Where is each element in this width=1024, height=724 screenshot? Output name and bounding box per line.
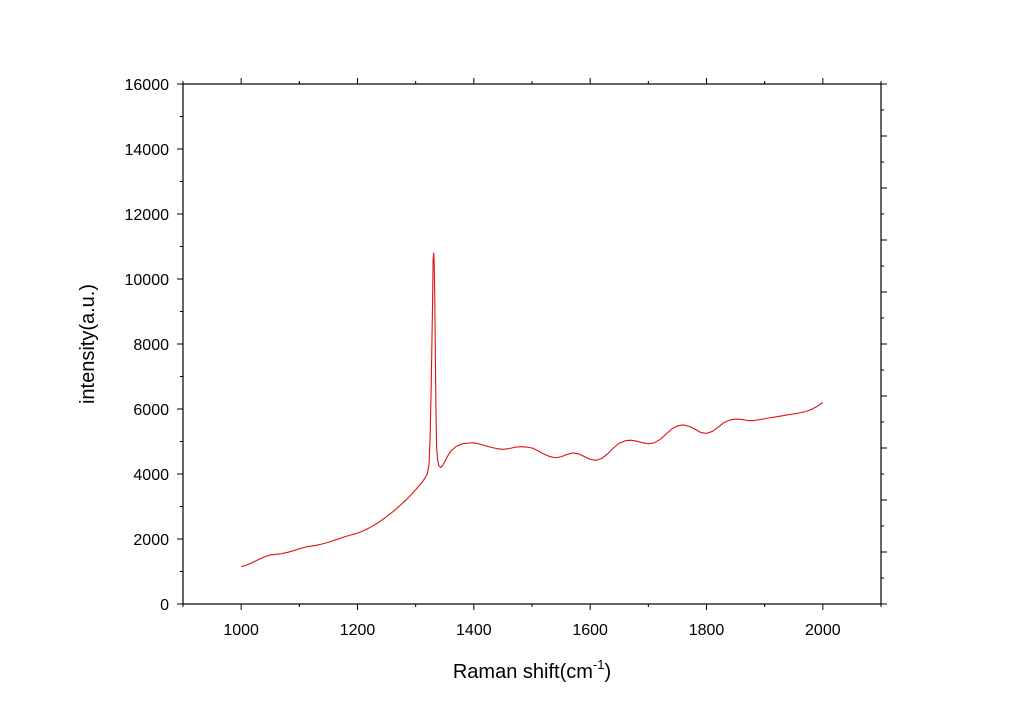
x-tick-label: 1400: [456, 622, 492, 639]
y-tick-label: 0: [160, 597, 169, 614]
y-axis-label: intensity(a.u.): [77, 284, 99, 404]
plot-area: [182, 83, 882, 605]
x-tick-label: 1000: [223, 622, 259, 639]
x-tick-label: 1200: [340, 622, 376, 639]
x-axis-ticks: 1000 1200 1400 1600 1800 2000: [182, 78, 882, 639]
x-axis-label: Raman shift(cm-1): [453, 657, 611, 683]
y-tick-label: 14000: [125, 142, 170, 159]
x-tick-label: 1800: [689, 622, 725, 639]
y-axis-ticks: 0 2000 4000 6000 8000 10000 12000 14000 16000: [125, 77, 887, 614]
y-tick-label: 16000: [125, 77, 170, 94]
y-tick-label: 6000: [133, 402, 169, 419]
x-tick-label: 2000: [805, 622, 841, 639]
y-tick-label: 10000: [125, 272, 170, 289]
y-tick-label: 8000: [133, 337, 169, 354]
y-tick-label: 2000: [133, 532, 169, 549]
y-tick-label: 12000: [125, 207, 170, 224]
x-tick-label: 1600: [572, 622, 608, 639]
series-line-intensity: [241, 252, 824, 568]
y-tick-label: 4000: [133, 467, 169, 484]
